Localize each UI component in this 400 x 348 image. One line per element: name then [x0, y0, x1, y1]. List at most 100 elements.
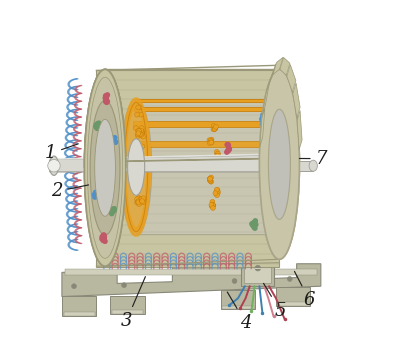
Circle shape: [135, 200, 140, 205]
Circle shape: [94, 122, 99, 128]
Circle shape: [212, 126, 217, 131]
Ellipse shape: [114, 122, 116, 126]
Circle shape: [269, 126, 274, 130]
Circle shape: [259, 116, 265, 121]
Circle shape: [87, 129, 93, 136]
Circle shape: [95, 122, 101, 127]
Circle shape: [209, 203, 214, 207]
Circle shape: [251, 221, 256, 226]
Circle shape: [207, 138, 212, 143]
Ellipse shape: [97, 220, 99, 223]
Ellipse shape: [114, 210, 116, 213]
Circle shape: [214, 193, 219, 198]
Circle shape: [101, 237, 106, 243]
Circle shape: [103, 229, 109, 235]
Bar: [112, 310, 143, 314]
Circle shape: [276, 165, 280, 169]
Circle shape: [89, 202, 95, 208]
Circle shape: [90, 127, 96, 133]
Circle shape: [102, 93, 108, 99]
Circle shape: [226, 146, 232, 151]
Polygon shape: [273, 57, 283, 74]
Circle shape: [211, 124, 216, 128]
Circle shape: [134, 162, 139, 167]
Ellipse shape: [268, 142, 284, 193]
Ellipse shape: [111, 112, 113, 116]
Circle shape: [111, 208, 117, 213]
Circle shape: [101, 92, 108, 98]
Circle shape: [111, 206, 117, 212]
Circle shape: [94, 192, 99, 198]
Circle shape: [104, 235, 110, 242]
Circle shape: [140, 144, 145, 149]
Circle shape: [102, 236, 108, 242]
Circle shape: [115, 130, 121, 136]
Bar: [110, 295, 145, 314]
Circle shape: [87, 197, 93, 203]
Circle shape: [213, 126, 218, 131]
Circle shape: [101, 94, 108, 100]
Circle shape: [134, 126, 138, 130]
Circle shape: [134, 164, 139, 168]
Circle shape: [271, 105, 276, 110]
Circle shape: [118, 129, 124, 136]
Text: 6: 6: [294, 271, 315, 309]
Circle shape: [136, 131, 141, 136]
Circle shape: [72, 284, 76, 288]
Circle shape: [94, 192, 99, 197]
Circle shape: [115, 134, 121, 140]
Circle shape: [108, 206, 114, 212]
Circle shape: [136, 128, 140, 133]
Circle shape: [139, 131, 144, 136]
Circle shape: [141, 164, 146, 169]
Circle shape: [136, 196, 141, 201]
Ellipse shape: [268, 109, 290, 219]
Circle shape: [103, 230, 109, 237]
Circle shape: [216, 151, 220, 156]
Circle shape: [102, 98, 109, 104]
Circle shape: [275, 144, 280, 149]
Circle shape: [214, 156, 219, 160]
Circle shape: [139, 198, 144, 203]
Circle shape: [102, 99, 108, 105]
Bar: [244, 266, 272, 283]
Circle shape: [95, 122, 100, 127]
Circle shape: [89, 131, 95, 137]
Bar: [242, 253, 274, 286]
Ellipse shape: [264, 102, 288, 232]
Circle shape: [103, 97, 109, 104]
Polygon shape: [293, 83, 300, 118]
Bar: [62, 295, 96, 316]
Circle shape: [226, 142, 231, 148]
Circle shape: [95, 189, 100, 195]
Circle shape: [209, 140, 214, 145]
Circle shape: [208, 140, 213, 144]
Circle shape: [104, 232, 110, 238]
Circle shape: [112, 135, 118, 141]
Ellipse shape: [90, 101, 120, 235]
Circle shape: [134, 167, 139, 172]
Ellipse shape: [259, 69, 300, 259]
Circle shape: [101, 93, 107, 99]
Circle shape: [110, 207, 115, 213]
Ellipse shape: [95, 119, 116, 216]
Circle shape: [224, 142, 230, 148]
Ellipse shape: [259, 69, 300, 259]
Circle shape: [140, 129, 145, 134]
Circle shape: [103, 228, 109, 234]
Circle shape: [101, 96, 107, 102]
Circle shape: [102, 96, 108, 102]
Circle shape: [268, 165, 273, 169]
Circle shape: [111, 137, 116, 143]
Ellipse shape: [108, 226, 110, 229]
Circle shape: [260, 161, 265, 167]
Bar: [221, 290, 255, 309]
Ellipse shape: [84, 69, 126, 266]
Circle shape: [101, 236, 107, 242]
Bar: [276, 287, 310, 306]
Circle shape: [115, 199, 122, 205]
Ellipse shape: [104, 104, 106, 108]
Circle shape: [116, 129, 122, 136]
Ellipse shape: [309, 160, 317, 171]
Circle shape: [96, 120, 102, 126]
